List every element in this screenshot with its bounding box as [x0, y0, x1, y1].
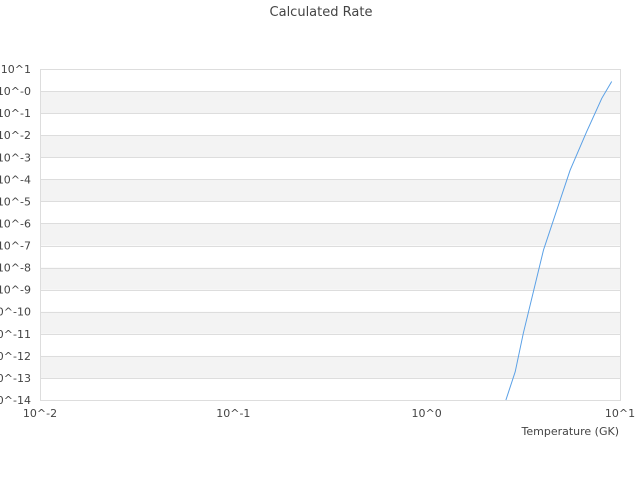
x-tick-label: 10^0: [412, 407, 442, 420]
x-axis-label: Temperature (GK): [521, 425, 620, 438]
grid-band: [40, 135, 620, 158]
y-tick-label: 10^1: [1, 63, 31, 76]
y-tick-label: 10^-13: [0, 372, 31, 385]
x-tick-label: 10^-1: [216, 407, 250, 420]
grid-band: [40, 179, 620, 202]
y-tick-label: 10^-3: [0, 151, 31, 164]
y-tick-label: 10^-1: [0, 107, 31, 120]
series-line: [505, 81, 613, 401]
grid-band: [40, 311, 620, 334]
grid-band: [40, 91, 620, 114]
y-tick-label: 10^-0: [0, 85, 31, 98]
y-tick-label: 10^-9: [0, 284, 31, 297]
y-tick-label: 10^-7: [0, 240, 31, 253]
y-tick-label: 10^-5: [0, 195, 31, 208]
y-tick-label: 10^-14: [0, 394, 31, 407]
y-tick-label: 10^-11: [0, 328, 31, 341]
y-tick-label: 10^-8: [0, 262, 31, 275]
grid-band: [40, 267, 620, 290]
grid-band: [40, 355, 620, 378]
y-tick-label: 10^-6: [0, 217, 31, 230]
y-tick-label: 10^-4: [0, 173, 31, 186]
y-tick-label: 10^-10: [0, 306, 31, 319]
y-tick-label: 10^-12: [0, 350, 31, 363]
grid-band: [40, 223, 620, 246]
y-tick-label: 10^-2: [0, 129, 31, 142]
plot-frame: [40, 69, 621, 401]
chart-title: Calculated Rate: [270, 5, 373, 20]
x-tick-label: 10^1: [605, 407, 635, 420]
x-tick-label: 10^-2: [23, 407, 57, 420]
